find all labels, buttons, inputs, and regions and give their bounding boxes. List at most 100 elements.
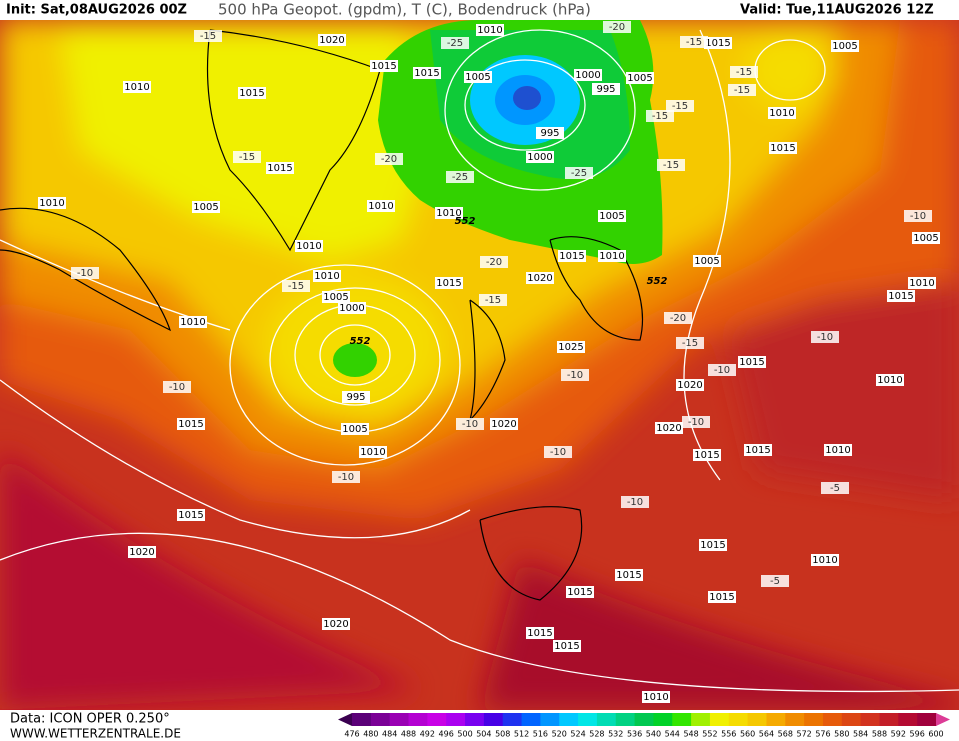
temperature-label: -20: [486, 257, 502, 268]
pressure-label: 1010: [599, 251, 624, 262]
pressure-label-box: [177, 509, 205, 521]
coastlines: [0, 29, 643, 601]
colorbar-box: [785, 713, 805, 726]
colorbar-label: 528: [589, 730, 604, 739]
colorbar-box: [446, 713, 466, 726]
temperature-label: -5: [830, 483, 840, 494]
pressure-label-box: [476, 24, 504, 36]
temperature-label: -15: [200, 31, 216, 42]
colorbar-label: 516: [533, 730, 548, 739]
pressure-label-box: [295, 240, 323, 252]
pressure-label: 1015: [414, 68, 439, 79]
colorbar-box: [653, 713, 673, 726]
pressure-label: 1010: [180, 317, 205, 328]
pressure-label: 1020: [527, 273, 552, 284]
colorbar-box: [559, 713, 579, 726]
pressure-label-box: [322, 291, 350, 303]
pressure-label-box: [887, 290, 915, 302]
pressure-label-box: [558, 250, 586, 262]
valid-time: Valid: Tue,11AUG2026 12Z: [740, 3, 934, 18]
site: WWW.WETTERZENTRALE.DE: [10, 727, 181, 741]
pressure-label: 1010: [124, 82, 149, 93]
temperature-label: -10: [462, 419, 478, 430]
pressure-label: 1015: [267, 163, 292, 174]
colorbar-label: 596: [910, 730, 925, 739]
map: 1020 1015 1010 1015 1015 1010 1005 1010 1010 1010…: [0, 20, 959, 710]
temperature-label: -20: [609, 22, 625, 33]
temperature-label-box: [676, 337, 704, 349]
geopotential-label: 552: [350, 336, 371, 347]
field: [0, 20, 959, 710]
pressure-label: 1025: [558, 342, 583, 353]
colorbar-box: [709, 713, 730, 726]
colorbar-box: [596, 713, 617, 726]
pressure-label-box: [769, 142, 797, 154]
pressure-label: 995: [346, 392, 365, 403]
temperature-label: -15: [485, 295, 501, 306]
temperature-label: -10: [550, 447, 566, 458]
colorbar-box: [822, 713, 843, 726]
pressure-label: 1015: [371, 61, 396, 72]
temperature-label-box: [480, 256, 508, 268]
colorbar-box: [917, 713, 937, 726]
pressure-label: 1005: [193, 202, 218, 213]
temperature-label: -20: [381, 154, 397, 165]
temperature-label: -15: [686, 37, 702, 48]
pressure-label-box: [598, 210, 626, 222]
colorbar-box: [747, 713, 767, 726]
pressure-label: 1015: [567, 587, 592, 598]
temperature-label: -15: [672, 101, 688, 112]
pressure-label: 1015: [616, 570, 641, 581]
pressure-label: 1005: [599, 211, 624, 222]
temperature-label: -15: [663, 160, 679, 171]
temperature-label: -10: [688, 417, 704, 428]
pressure-label: 1015: [554, 641, 579, 652]
pressure-label-box: [615, 569, 643, 581]
pressure-label-box: [266, 162, 294, 174]
colorbar-label: 512: [514, 730, 529, 739]
pressure-label: 1015: [745, 445, 770, 456]
temperature-label-box: [811, 331, 839, 343]
colorbar-label: 508: [495, 730, 510, 739]
pressure-label: 1015: [700, 540, 725, 551]
colorbar-label: 592: [891, 730, 906, 739]
pressure-label-box: [526, 272, 554, 284]
pressure-label-box: [655, 422, 683, 434]
temperature-label-box: [728, 84, 756, 96]
pressure-label-box: [536, 127, 564, 139]
pressure-label: 1015: [888, 291, 913, 302]
pressure-label-box: [338, 302, 366, 314]
pressure-label: 1010: [825, 445, 850, 456]
pressure-label: 1005: [832, 41, 857, 52]
pressure-label-box: [574, 69, 602, 81]
temperature-label-box: [730, 66, 758, 78]
pressure-label: 1000: [339, 303, 364, 314]
pressure-label: 1010: [436, 208, 461, 219]
colorbar-box: [691, 713, 711, 726]
colorbar-label: 480: [363, 730, 378, 739]
temperature-label: -25: [452, 172, 468, 183]
pressure-label-box: [367, 200, 395, 212]
geopotential-label: 552: [455, 216, 476, 227]
pressure-label-box: [598, 250, 626, 262]
init-time: Init: Sat,08AUG2026 00Z: [6, 3, 187, 18]
temperature-label-box: [233, 151, 261, 163]
pressure-label-box: [768, 107, 796, 119]
temperature-label-box: [821, 482, 849, 494]
map-labels: 1020 1015 1010 1015 1015 1010 1005 1010 1010 1010…: [38, 21, 940, 703]
temperature-label: -25: [447, 38, 463, 49]
pressure-label-box: [811, 554, 839, 566]
pressure-label: 995: [540, 128, 559, 139]
pressure-label-box: [435, 277, 463, 289]
colorbar-label: 600: [928, 730, 943, 739]
temperature-label: -10: [714, 365, 730, 376]
pressure-label: 1020: [323, 619, 348, 630]
temperature-label-box: [904, 210, 932, 222]
colorbar-box: [804, 713, 824, 726]
pressure-label-box: [179, 316, 207, 328]
pressure-label-box: [526, 151, 554, 163]
pressure-label: 1000: [527, 152, 552, 163]
temperature-label: -15: [736, 67, 752, 78]
temperature-label-box: [708, 364, 736, 376]
pressure-label: 1010: [769, 108, 794, 119]
